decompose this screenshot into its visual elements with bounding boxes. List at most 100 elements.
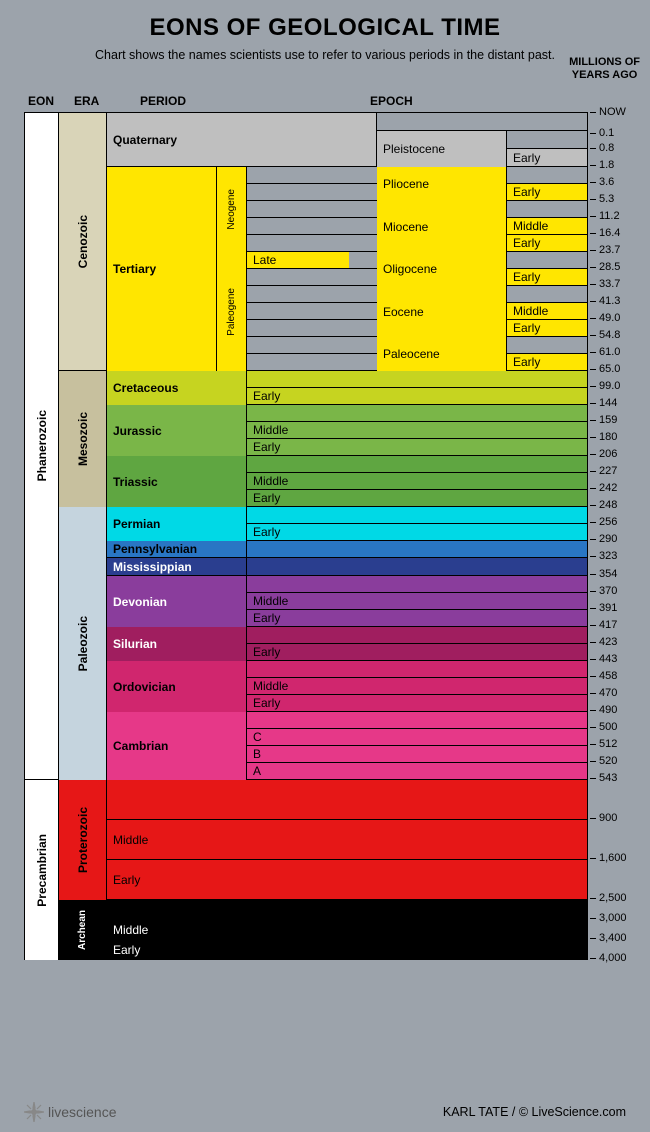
year-tick: 1.8 xyxy=(590,159,614,171)
footer: livescience KARL TATE / © LiveScience.co… xyxy=(0,1102,650,1122)
stage-early: Early xyxy=(247,524,587,540)
epoch-oligocene: Oligocene xyxy=(377,252,507,286)
year-tick: 490 xyxy=(590,704,617,716)
period-jurassic: Jurassic xyxy=(107,405,247,456)
year-tick: 248 xyxy=(590,499,617,511)
year-tick: 61.0 xyxy=(590,346,620,358)
stage-early: Early xyxy=(107,940,587,959)
period-tertiary: Tertiary xyxy=(107,167,217,371)
year-tick: 423 xyxy=(590,636,617,648)
header-era: ERA xyxy=(74,94,99,108)
year-tick: 41.3 xyxy=(590,295,620,307)
year-tick: 159 xyxy=(590,414,617,426)
period-cambrian: Cambrian xyxy=(107,712,247,780)
epoch-pleistocene: Pleistocene xyxy=(377,131,507,167)
era-mesozoic: Mesozoic xyxy=(59,371,107,507)
year-tick: 206 xyxy=(590,448,617,460)
year-tick: 180 xyxy=(590,431,617,443)
stage-early: Early xyxy=(247,695,587,711)
stage-middle: Middle xyxy=(247,422,587,438)
year-tick: NOW xyxy=(590,106,626,118)
year-tick: 290 xyxy=(590,533,617,545)
logo: livescience xyxy=(24,1102,116,1122)
year-tick: 65.0 xyxy=(590,363,620,375)
stage-early: Early xyxy=(507,269,587,285)
year-tick: 4,000 xyxy=(590,952,627,964)
logo-icon xyxy=(24,1102,44,1122)
header-epoch: EPOCH xyxy=(370,94,413,108)
year-tick: 256 xyxy=(590,516,617,528)
era-archean: Archean xyxy=(59,900,107,960)
stage-middle: Middle xyxy=(107,820,587,859)
era-paleozoic: Paleozoic xyxy=(59,507,107,780)
year-tick: 11.2 xyxy=(590,210,620,222)
sub-neogene: Neogene xyxy=(217,167,247,252)
year-tick: 227 xyxy=(590,465,617,477)
stage-late: Late xyxy=(247,252,349,268)
epoch-eocene: Eocene xyxy=(377,286,507,337)
logo-text: livescience xyxy=(48,1104,116,1120)
period-silurian: Silurian xyxy=(107,627,247,661)
year-tick: 23.7 xyxy=(590,244,620,256)
year-tick: 323 xyxy=(590,550,617,562)
year-tick: 417 xyxy=(590,619,617,631)
epoch-paleocene: Paleocene xyxy=(377,337,507,371)
period-permian: Permian xyxy=(107,507,247,541)
stage-early: Early xyxy=(507,235,587,251)
year-tick: 520 xyxy=(590,755,617,767)
year-tick: 391 xyxy=(590,602,617,614)
mya-line2: YEARS AGO xyxy=(569,69,640,82)
year-tick: 49.0 xyxy=(590,312,620,324)
stage-a: A xyxy=(247,763,587,779)
stage-early: Early xyxy=(247,490,587,506)
chart-subtitle: Chart shows the names scientists use to … xyxy=(0,42,650,64)
eon-precambrian: Precambrian xyxy=(25,780,59,960)
stage-early: Early xyxy=(247,439,587,455)
year-tick: 0.8 xyxy=(590,142,614,154)
epoch-miocene: Miocene xyxy=(377,201,507,252)
year-tick: 28.5 xyxy=(590,261,620,273)
year-tick: 3,400 xyxy=(590,932,627,944)
year-tick: 0.1 xyxy=(590,127,614,139)
period-quaternary: Quaternary xyxy=(107,113,377,166)
stage-middle: Middle xyxy=(247,593,587,609)
period-pennsylvanian: Pennsylvanian xyxy=(107,541,247,557)
stage-early: Early xyxy=(247,388,587,404)
stage-middle: Middle xyxy=(107,920,587,939)
blank xyxy=(247,558,587,575)
year-tick: 144 xyxy=(590,397,617,409)
period-ordovician: Ordovician xyxy=(107,661,247,712)
year-tick: 543 xyxy=(590,772,617,784)
era-cenozoic: Cenozoic xyxy=(59,113,107,370)
stage-middle: Middle xyxy=(507,303,587,319)
epoch-pliocene: Pliocene xyxy=(377,167,507,201)
stage-late: Late xyxy=(25,780,587,819)
blank xyxy=(247,541,587,557)
year-tick: 370 xyxy=(590,585,617,597)
credit-text: KARL TATE / © LiveScience.com xyxy=(443,1105,626,1119)
eon-phanerozoic: Phanerozoic xyxy=(25,113,59,779)
stage-early: Early xyxy=(507,320,587,336)
stage-b: B xyxy=(247,746,587,762)
stage-early: Early xyxy=(507,354,587,370)
year-tick: 1,600 xyxy=(590,852,627,864)
stage-early: Early xyxy=(247,610,587,626)
period-devonian: Devonian xyxy=(107,576,247,627)
stage-c: C xyxy=(247,729,587,745)
year-tick: 354 xyxy=(590,568,617,580)
year-tick: 458 xyxy=(590,670,617,682)
sub-paleogene: Paleogene xyxy=(217,252,247,371)
year-tick: 16.4 xyxy=(590,227,620,239)
stage-early: Early xyxy=(247,644,587,660)
chart-title: EONS OF GEOLOGICAL TIME xyxy=(0,0,650,42)
stage-late: Late xyxy=(59,900,587,919)
year-tick: 3.6 xyxy=(590,176,614,188)
period-mississippian: Mississippian xyxy=(107,558,247,575)
stage-early: Early xyxy=(107,860,587,899)
year-tick: 900 xyxy=(590,812,617,824)
year-tick: 5.3 xyxy=(590,193,614,205)
year-tick: 2,500 xyxy=(590,892,627,904)
year-tick: 242 xyxy=(590,482,617,494)
year-tick: 512 xyxy=(590,738,617,750)
period-triassic: Triassic xyxy=(107,456,247,507)
